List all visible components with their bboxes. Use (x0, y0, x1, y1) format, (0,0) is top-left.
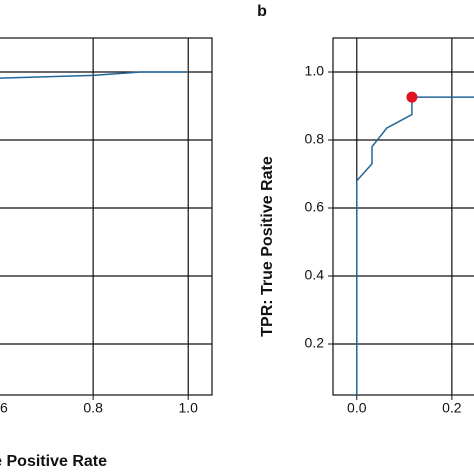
y-axis-label: TPR: True Positive Rate (259, 156, 276, 337)
y-tick-label: 1.0 (305, 63, 325, 79)
operating-point (406, 91, 418, 103)
roc-curve (0, 71, 189, 79)
plot-frame (0, 37, 213, 396)
plot-frame (332, 37, 474, 396)
x-tick-label: 0.8 (83, 400, 103, 416)
y-tick-label: 0.6 (305, 199, 325, 215)
y-tick-label: 0.8 (305, 131, 325, 147)
y-tick-label: 0.4 (305, 267, 325, 283)
x-tick-label: 0.0 (347, 400, 367, 416)
x-tick-label: 1.0 (178, 400, 198, 416)
roc-curve (356, 96, 474, 395)
y-tick-label: 0.2 (305, 335, 325, 351)
x-axis-label: FPR: False Positive Rate (0, 453, 107, 470)
x-tick-label: 0.6 (0, 400, 8, 416)
x-tick-label: 0.2 (442, 400, 462, 416)
panel-label: b (257, 3, 267, 20)
